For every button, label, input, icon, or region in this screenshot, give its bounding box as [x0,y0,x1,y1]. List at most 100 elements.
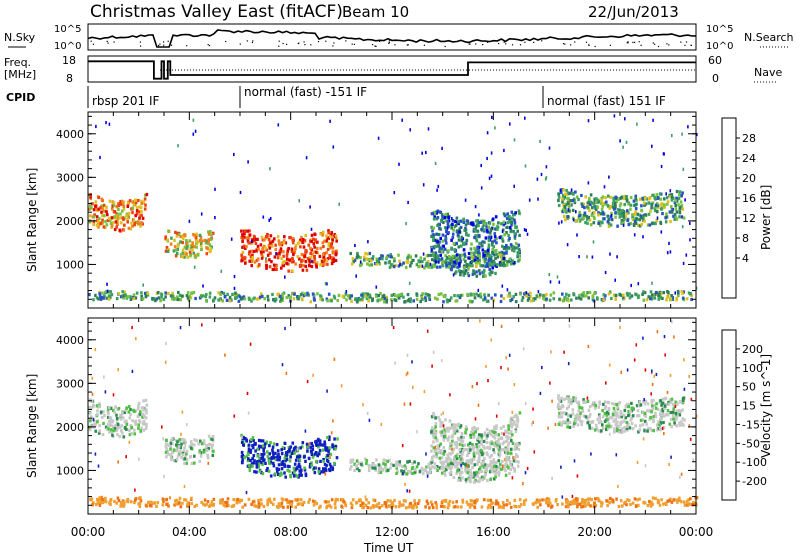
heatmap-cell [190,292,193,296]
heatmap-cell [296,502,300,506]
heatmap-cell [432,226,435,230]
heatmap-cell [240,450,244,455]
heatmap-cell [200,500,203,505]
heatmap-cell [645,197,648,201]
heatmap-cell [131,419,134,423]
heatmap-cell [306,445,309,449]
heatmap-cell [493,253,496,257]
heatmap-cell [91,503,94,507]
heatmap-cell [139,412,143,416]
heatmap-cell [300,258,303,262]
heatmap-cell [445,241,448,245]
heatmap-cell [481,460,485,464]
heatmap-cell [119,295,123,299]
heatmap-cell [253,296,256,300]
heatmap-cell [115,214,118,218]
heatmap-cell [497,459,501,463]
heatmap-cell [112,425,115,429]
scatter-cell [404,482,406,486]
heatmap-cell [557,192,560,196]
cpid-segment-0: rbsp 201 IF [92,94,159,108]
heatmap-cell [326,262,329,266]
heatmap-cell [375,504,378,508]
heatmap-cell [189,252,192,257]
heatmap-cell [508,257,511,262]
heatmap-cell [148,504,152,508]
heatmap-cell [121,431,124,435]
heatmap-cell [280,256,283,261]
heatmap-cell [476,498,479,502]
heatmap-cell [678,211,682,215]
heatmap-cell [490,433,493,437]
heatmap-cell [288,465,291,469]
heatmap-cell [298,257,301,261]
heatmap-cell [492,430,496,434]
noise-left-tick-bottom: 10^0 [54,41,81,52]
noise-search-point [375,45,377,47]
heatmap-cell [437,233,441,237]
heatmap-cell [457,220,460,224]
heatmap-cell [433,462,437,466]
heatmap-cell [664,220,668,224]
heatmap-cell [655,218,659,223]
noise-search-point [163,44,165,46]
heatmap-cell [400,469,403,473]
heatmap-cell [431,229,434,233]
heatmap-cell [545,293,548,297]
heatmap-cell [460,466,463,470]
heatmap-cell [117,207,120,212]
scatter-cell [105,121,107,125]
heatmap-cell [318,448,322,453]
heatmap-cell [253,504,256,508]
heatmap-cell [276,470,279,474]
heatmap-cell [291,269,294,273]
heatmap-cell [244,229,247,233]
heatmap-cell [472,432,475,436]
heatmap-cell [460,438,463,442]
heatmap-cell [120,429,123,433]
heatmap-cell [461,459,464,464]
heatmap-cell [315,442,318,446]
scatter-cell [567,191,569,195]
heatmap-cell [514,211,517,215]
heatmap-cell [461,443,465,448]
scatter-cell [359,260,362,264]
heatmap-cell [467,443,470,447]
heatmap-cell [649,504,653,508]
heatmap-cell [493,436,497,440]
heatmap-cell [567,192,571,196]
heatmap-cell [617,197,620,201]
heatmap-cell [281,261,285,265]
heatmap-cell [207,447,210,451]
heatmap-cell [432,238,435,242]
heatmap-cell [525,294,528,298]
heatmap-cell [472,457,476,461]
heatmap-cell [610,296,613,301]
heatmap-cell [571,191,574,195]
heatmap-cell [507,441,511,445]
heatmap-cell [464,223,468,227]
heatmap-cell [140,202,143,206]
heatmap-cell [566,499,569,503]
scatter-cell [662,152,665,156]
heatmap-cell [675,409,678,413]
heatmap-cell [290,247,294,251]
heatmap-cell [440,451,444,455]
heatmap-cell [279,294,282,298]
heatmap-cell [101,291,104,295]
heatmap-cell [462,449,465,453]
heatmap-cell [627,409,630,414]
heatmap-cell [183,461,186,465]
scatter-cell [622,145,624,149]
heatmap-cell [634,207,638,211]
heatmap-cell [490,255,493,259]
heatmap-cell [466,219,470,223]
heatmap-cell [638,224,642,228]
heatmap-cell [602,293,606,297]
heatmap-cell [610,217,613,221]
heatmap-cell [470,260,474,264]
heatmap-cell [260,256,264,260]
noise-search-point [186,45,188,47]
heatmap-cell [430,460,434,464]
heatmap-cell [651,193,654,197]
